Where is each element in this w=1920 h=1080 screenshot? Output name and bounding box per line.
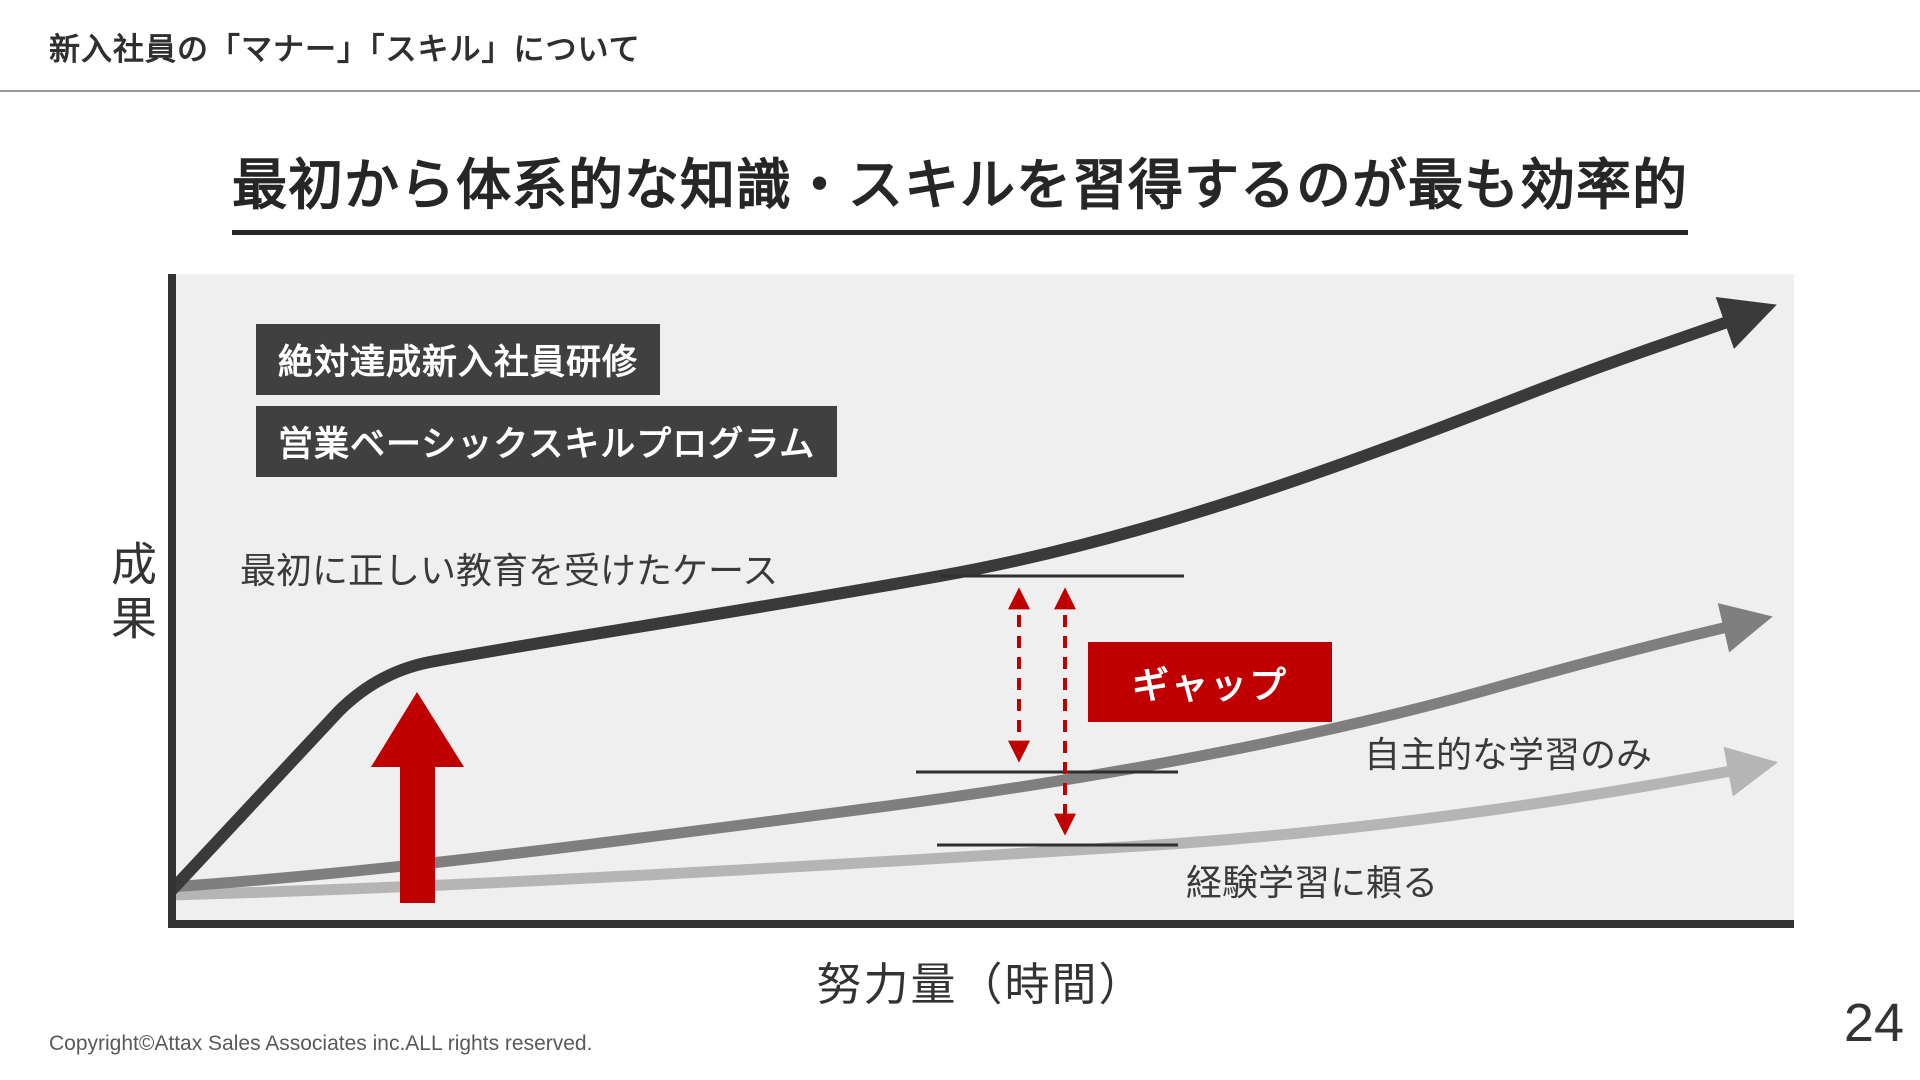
program-badge-training: 絶対達成新入社員研修 [256, 324, 661, 395]
series-label-experience: 経験学習に頼る [1186, 862, 1439, 903]
chart-panel: 絶対達成新入社員研修 営業ベーシックスキルプログラム 最初に正しい教育を受けたケ… [168, 274, 1794, 928]
copyright-text: Copyright©Attax Sales Associates inc.ALL… [49, 1032, 593, 1055]
x-axis-label: 努力量（時間） [816, 959, 1146, 1010]
series-label-trained: 最初に正しい教育を受けたケース [240, 550, 779, 591]
gap-badge: ギャップ [1088, 642, 1332, 722]
page-number: 24 [1843, 993, 1904, 1053]
series-label-self-study: 自主的な学習のみ [1364, 734, 1653, 775]
emphasis-up-arrow [371, 692, 464, 903]
slide-header-title: 新入社員の「マナー」「スキル」について [49, 32, 641, 67]
slide-title-wrap: 最初から体系的な知識・スキルを習得するのが最も効率的 [0, 140, 1920, 235]
slide-title: 最初から体系的な知識・スキルを習得するのが最も効率的 [231, 140, 1688, 235]
chart-canvas [168, 274, 1794, 928]
header-divider [0, 90, 1920, 92]
program-badge-skill-program: 営業ベーシックスキルプログラム [256, 406, 838, 477]
curve-trained [168, 296, 1777, 898]
y-axis-label: 成果 [105, 540, 157, 648]
